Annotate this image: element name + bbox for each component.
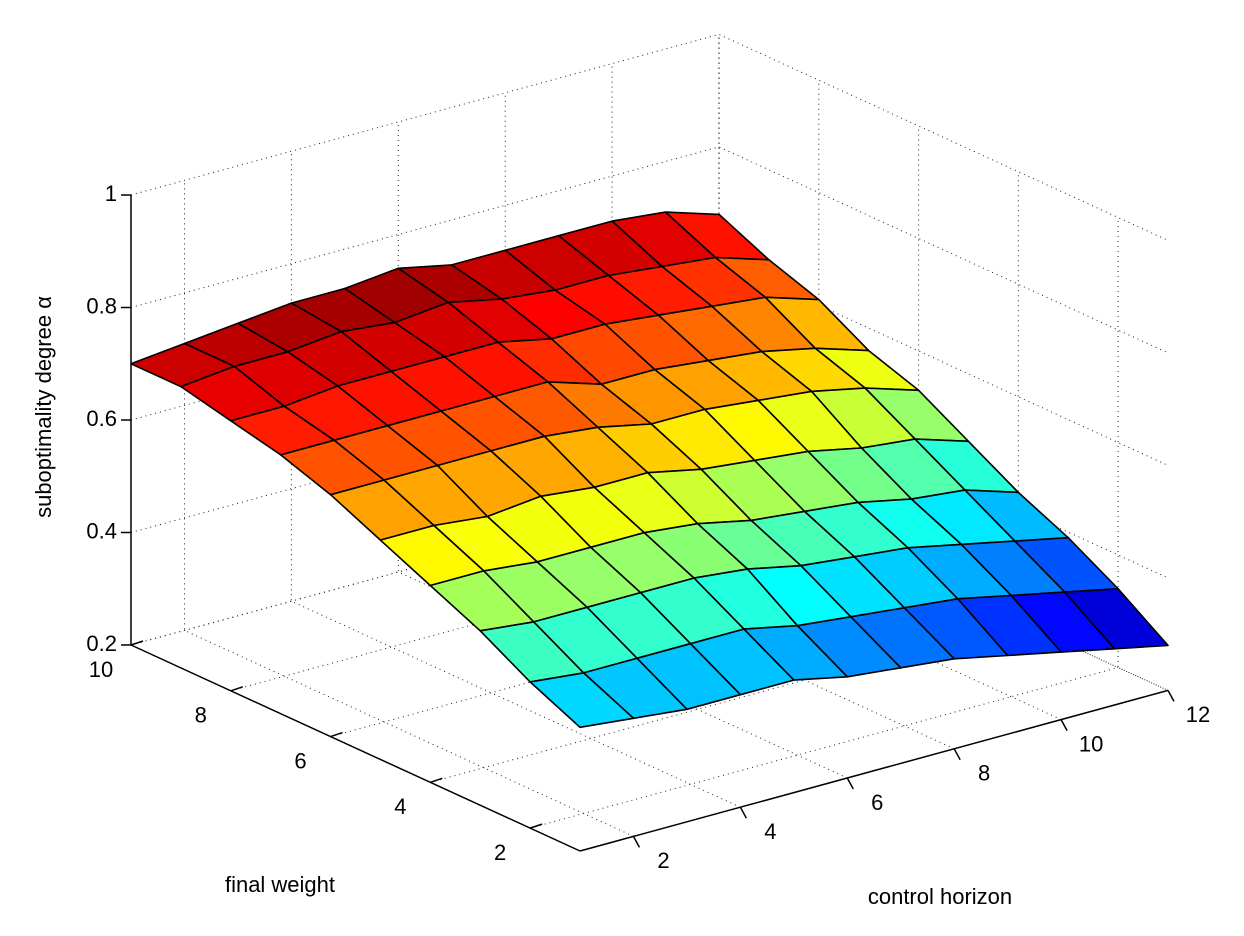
y-tick-label: 4 [394,794,406,819]
y-tick [529,823,543,829]
y-tick [430,777,443,784]
x-axis-line [579,689,1169,852]
y-tick [330,731,343,738]
surface-patch [529,672,635,729]
x-tick-label: 12 [1186,702,1210,727]
x-tick-label: 6 [871,790,883,815]
z-tick-label: 0.6 [86,406,117,431]
z-tick-label: 0.8 [86,293,117,318]
axes [121,194,1175,852]
x-tick [1060,719,1068,731]
x-tick-label: 2 [657,848,669,873]
y-tick-label: 6 [294,748,306,773]
z-tick-label: 0.4 [86,518,117,543]
labels: final weight control horizon suboptimali… [31,181,1210,909]
grid-line [130,33,1169,241]
x-tick [739,806,748,819]
surface [130,211,1169,729]
y-tick-label: 8 [195,703,207,728]
x-tick-label: 8 [978,761,990,786]
x-tick-label: 10 [1079,731,1103,756]
x-tick [953,748,961,761]
y-tick-label: 10 [89,657,113,682]
z-tick-label: 0.2 [86,631,117,656]
x-tick [632,836,641,848]
z-axis-label: suboptimality degree α [31,296,56,518]
z-tick-label: 1 [105,181,117,206]
y-tick [230,686,244,692]
y-tick-label: 2 [494,840,506,865]
x-axis-label: control horizon [868,884,1012,909]
y-tick [130,640,144,646]
x-tick-label: 4 [764,819,776,844]
y-axis-line [130,644,581,852]
x-tick [846,777,854,790]
x-tick [1167,690,1175,702]
y-axis-label: final weight [225,872,335,897]
